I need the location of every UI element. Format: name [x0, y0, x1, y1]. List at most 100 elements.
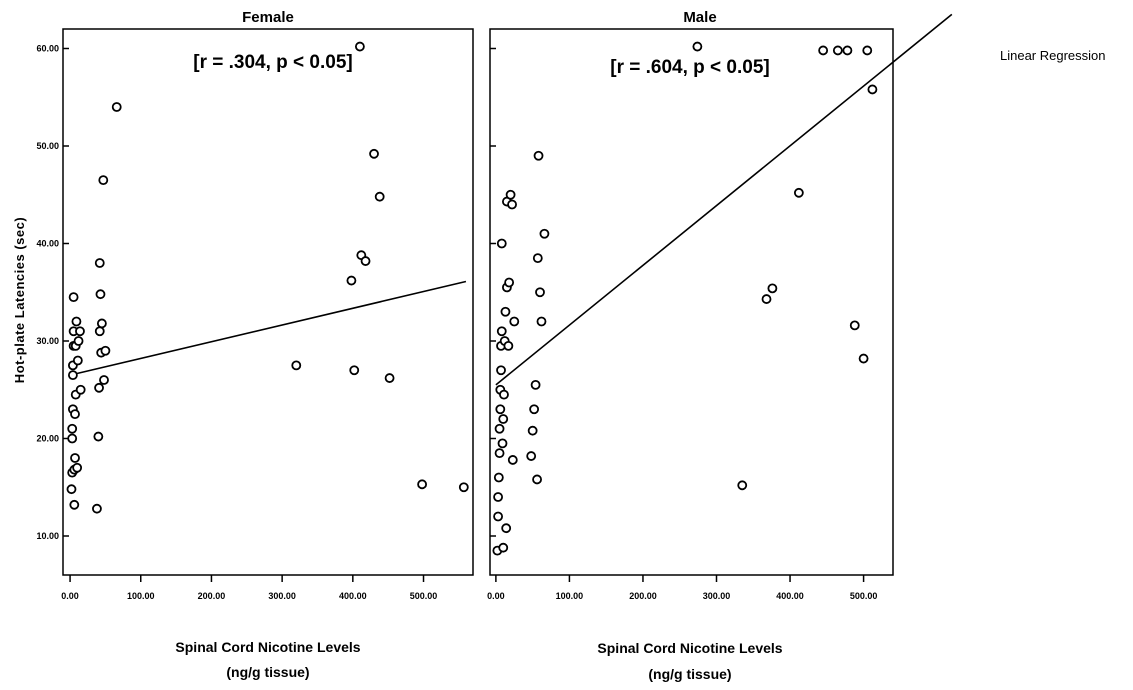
male-data-point	[505, 189, 516, 200]
male-data-point	[867, 84, 878, 95]
male-data-point	[494, 448, 505, 459]
male-xlabel-unit: (ng/g tissue)	[648, 666, 731, 682]
female-ytick-label: 30.00	[36, 336, 59, 346]
male-data-point	[499, 389, 509, 400]
male-data-point	[496, 238, 507, 249]
female-data-point	[66, 484, 77, 495]
female-data-point	[349, 365, 360, 376]
female-data-point	[70, 453, 80, 463]
male-data-point	[530, 379, 541, 390]
male-data-point	[842, 45, 853, 56]
legend-text: Linear Regression	[1000, 48, 1106, 63]
male-data-point	[818, 45, 829, 56]
male-xtick-label: 500.00	[850, 591, 878, 601]
male-data-point	[493, 492, 503, 502]
female-data-point	[67, 433, 78, 444]
female-data-point	[72, 462, 83, 473]
male-data-point	[532, 474, 542, 485]
female-data-point	[346, 275, 357, 286]
female-data-point	[92, 503, 102, 514]
female-ytick-label: 10.00	[36, 531, 59, 541]
female-data-point	[75, 384, 86, 395]
male-regression-line	[495, 13, 953, 386]
male-data-point	[862, 45, 873, 56]
female-xtick-label: 200.00	[198, 591, 226, 601]
male-xlabel: Spinal Cord Nicotine Levels	[597, 640, 782, 656]
female-xtick-label: 500.00	[410, 591, 438, 601]
female-data-point	[100, 345, 111, 356]
male-data-point	[501, 523, 512, 534]
female-data-point	[360, 256, 371, 266]
male-data-point	[832, 45, 843, 56]
male-xtick-label: 100.00	[556, 591, 584, 601]
female-data-point	[384, 373, 395, 383]
male-data-point	[533, 150, 544, 161]
male-data-point	[761, 294, 772, 304]
female-data-point	[95, 289, 106, 300]
female-data-point	[73, 336, 84, 346]
female-data-point	[69, 499, 80, 510]
male-data-point	[496, 326, 507, 337]
male-data-point	[493, 472, 504, 483]
male-data-point	[493, 511, 503, 522]
male-xtick-label: 300.00	[703, 591, 731, 601]
male-data-point	[503, 340, 514, 351]
female-panel: Female [r = .304, p < 0.05] 10.00 20.00 30…	[36, 9, 474, 680]
male-data-point	[793, 187, 804, 198]
male-data-point	[527, 425, 538, 436]
female-xtick-label: 0.00	[61, 591, 79, 601]
male-title: Male	[683, 9, 716, 26]
male-data-point	[504, 277, 515, 288]
male-data-point	[526, 451, 537, 461]
male-data-point	[496, 365, 506, 376]
male-data-point	[500, 306, 511, 317]
male-xtick-label: 400.00	[776, 591, 804, 601]
male-data-point	[767, 283, 778, 294]
female-data-point	[94, 326, 105, 337]
female-annotation: [r = .304, p < 0.05]	[193, 52, 352, 73]
male-marks: 0.00 100.00 200.00 300.00 400.00 500.00	[487, 13, 953, 601]
female-data-point	[354, 41, 365, 52]
female-data-point	[67, 370, 78, 381]
male-data-point	[498, 542, 509, 553]
female-data-point	[369, 148, 379, 159]
female-marks: 10.00 20.00 30.00 40.00 50.00 60.00 0.00 100.00…	[36, 41, 469, 601]
female-data-point	[458, 482, 469, 493]
male-data-point	[532, 253, 543, 264]
female-data-point	[94, 382, 104, 393]
female-xtick-label: 100.00	[127, 591, 155, 601]
female-data-point	[374, 191, 385, 202]
female-ytick-label: 50.00	[36, 141, 59, 151]
male-plot-frame	[489, 28, 894, 576]
female-data-point	[94, 258, 105, 268]
male-data-point	[535, 287, 545, 298]
male-annotation: [r = .604, p < 0.05]	[610, 57, 769, 78]
female-xtick-label: 400.00	[339, 591, 367, 601]
male-data-point	[494, 423, 505, 434]
female-ytick-label: 20.00	[36, 434, 59, 444]
male-data-point	[692, 41, 703, 52]
male-data-point	[509, 316, 520, 327]
female-data-point	[96, 318, 107, 329]
male-data-point	[849, 320, 860, 331]
female-data-point	[68, 292, 79, 303]
female-regression-line	[69, 280, 467, 376]
male-panel: Male [r = .604, p < 0.05] 0.00 100.00 200.…	[487, 9, 953, 682]
male-data-point	[497, 438, 508, 449]
female-ytick-label: 40.00	[36, 239, 59, 249]
male-data-point	[529, 404, 540, 415]
female-data-point	[99, 375, 109, 385]
y-axis-label: Hot-plate Latencies (sec)	[12, 217, 27, 383]
male-data-point	[539, 228, 550, 239]
female-data-point	[291, 360, 302, 371]
female-data-point	[111, 102, 122, 112]
female-data-point	[71, 316, 82, 327]
male-data-point	[507, 455, 518, 465]
male-data-point	[498, 414, 509, 424]
female-xlabel: Spinal Cord Nicotine Levels	[175, 639, 360, 655]
female-xtick-label: 300.00	[268, 591, 296, 601]
female-data-point	[93, 431, 104, 442]
female-title: Female	[242, 9, 294, 26]
male-xtick-label: 200.00	[629, 591, 657, 601]
